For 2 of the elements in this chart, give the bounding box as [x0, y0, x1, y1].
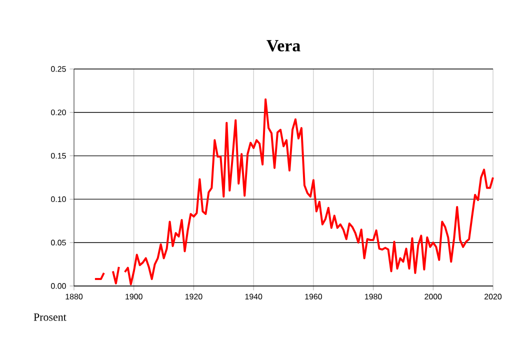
y-axis-title: Prosent — [34, 314, 66, 321]
chart-title: Vera — [266, 40, 300, 52]
